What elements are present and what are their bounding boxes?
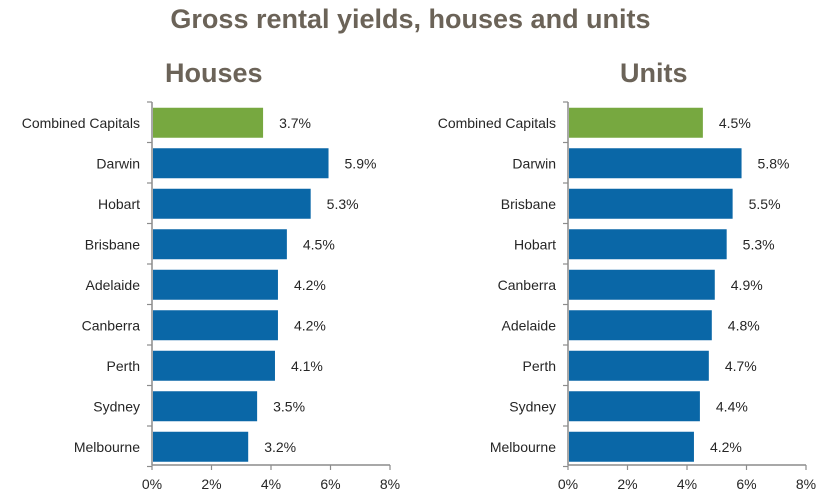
bar-houses-5 (153, 310, 278, 341)
x-tick-label-houses-4: 8% (380, 476, 400, 492)
value-label-units-3: 5.3% (743, 236, 775, 252)
value-label-units-7: 4.4% (716, 398, 748, 414)
bar-houses-7 (153, 391, 258, 422)
category-label-units-4: Canberra (498, 277, 557, 293)
value-label-houses-3: 4.5% (303, 236, 335, 252)
bar-houses-1 (153, 148, 329, 179)
bar-units-7 (569, 391, 700, 422)
x-tick-label-units-0: 0% (558, 476, 578, 492)
category-label-units-5: Adelaide (502, 317, 557, 333)
x-tick-label-houses-0: 0% (142, 476, 162, 492)
value-label-units-4: 4.9% (731, 277, 763, 293)
value-label-houses-8: 3.2% (264, 439, 296, 455)
category-label-units-0: Combined Capitals (438, 115, 556, 131)
bar-units-5 (569, 310, 712, 341)
category-label-units-7: Sydney (509, 398, 556, 414)
bar-houses-2 (153, 188, 311, 219)
value-label-houses-1: 5.9% (345, 155, 377, 171)
units-panel-title: Units (620, 58, 688, 88)
value-label-houses-2: 5.3% (327, 196, 359, 212)
bar-houses-8 (153, 431, 249, 462)
bar-units-1 (569, 148, 742, 179)
bar-units-4 (569, 269, 715, 300)
value-label-units-8: 4.2% (710, 439, 742, 455)
x-tick-label-units-2: 4% (677, 476, 697, 492)
x-tick-label-units-4: 8% (796, 476, 816, 492)
category-label-houses-6: Perth (107, 358, 140, 374)
x-tick-label-houses-1: 2% (201, 476, 221, 492)
bar-units-2 (569, 188, 733, 219)
category-label-units-8: Melbourne (490, 439, 556, 455)
houses-plot: Combined Capitals 3.7% Darwin 5.9% Hobart 5.3… (22, 101, 400, 492)
value-label-units-6: 4.7% (725, 358, 757, 374)
category-label-houses-1: Darwin (96, 155, 140, 171)
value-label-houses-6: 4.1% (291, 358, 323, 374)
value-label-houses-0: 3.7% (279, 115, 311, 131)
value-label-houses-7: 3.5% (273, 398, 305, 414)
value-label-houses-4: 4.2% (294, 277, 326, 293)
category-label-units-1: Darwin (512, 155, 556, 171)
bar-units-8 (569, 431, 694, 462)
bar-houses-0 (153, 107, 264, 138)
category-label-houses-4: Adelaide (86, 277, 141, 293)
category-label-units-2: Brisbane (501, 196, 556, 212)
value-label-units-2: 5.5% (749, 196, 781, 212)
bar-units-3 (569, 229, 727, 260)
x-tick-label-units-1: 2% (617, 476, 637, 492)
x-tick-label-houses-3: 6% (320, 476, 340, 492)
value-label-units-0: 4.5% (719, 115, 751, 131)
units-plot: Combined Capitals 4.5% Darwin 5.8% Brisbane 5… (438, 101, 816, 492)
category-label-units-3: Hobart (514, 236, 556, 252)
value-label-houses-5: 4.2% (294, 317, 326, 333)
category-label-houses-5: Canberra (82, 317, 141, 333)
value-label-units-1: 5.8% (758, 155, 790, 171)
bar-houses-6 (153, 350, 275, 381)
chart-title: Gross rental yields, houses and units (170, 4, 651, 34)
category-label-units-6: Perth (523, 358, 556, 374)
x-tick-label-units-3: 6% (736, 476, 756, 492)
bar-houses-4 (153, 269, 278, 300)
category-label-houses-0: Combined Capitals (22, 115, 140, 131)
value-label-units-5: 4.8% (728, 317, 760, 333)
category-label-houses-3: Brisbane (85, 236, 140, 252)
bar-units-6 (569, 350, 709, 381)
category-label-houses-8: Melbourne (74, 439, 140, 455)
houses-panel-title: Houses (165, 58, 263, 88)
category-label-houses-7: Sydney (93, 398, 140, 414)
x-tick-label-houses-2: 4% (261, 476, 281, 492)
bar-houses-3 (153, 229, 287, 260)
bar-units-0 (569, 107, 703, 138)
category-label-houses-2: Hobart (98, 196, 140, 212)
